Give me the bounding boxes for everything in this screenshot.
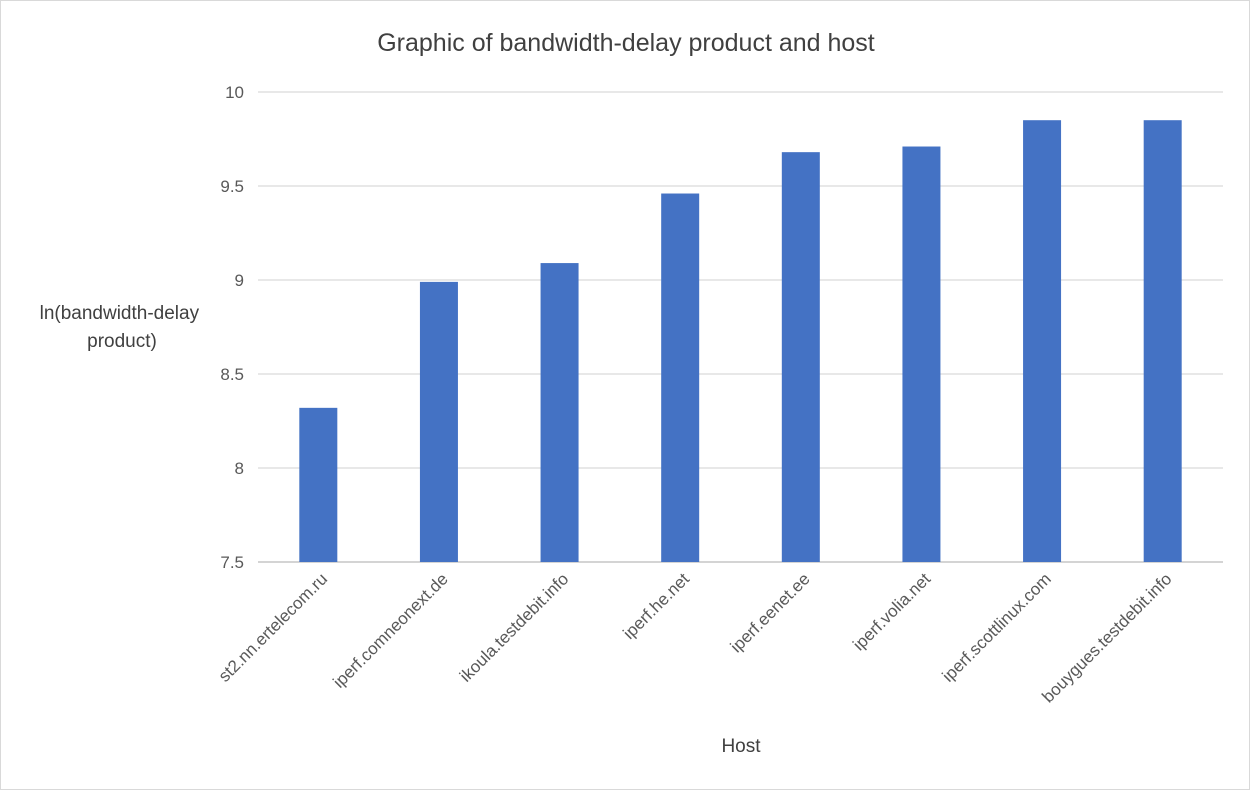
y-axis-label: ln(bandwidth-delay product): [40, 303, 205, 352]
y-tick-labels: 7.5 8 8.5 9 9.5 10: [220, 83, 244, 572]
x-tick-label: iperf.eenet.ee: [727, 569, 814, 656]
bar: [299, 407, 338, 562]
x-tick-label: iperf.comneonext.de: [329, 569, 451, 691]
x-tick-label: ikoula.testdebit.info: [456, 569, 572, 685]
y-axis-label-line-1: ln(bandwidth-delay: [40, 303, 200, 324]
bars: [299, 120, 1182, 562]
y-tick-label: 7.5: [220, 553, 244, 572]
y-axis-label-line-2: product): [87, 331, 157, 352]
y-tick-label: 8: [235, 459, 244, 478]
y-tick-label: 9.5: [220, 177, 244, 196]
y-tick-label: 9: [235, 271, 244, 290]
x-tick-label: st2.nn.ertelecom.ru: [215, 569, 331, 685]
bar: [419, 281, 458, 562]
bar: [661, 193, 700, 562]
chart-title: Graphic of bandwidth-delay product and h…: [377, 29, 875, 57]
y-tick-label: 8.5: [220, 365, 244, 384]
bar: [902, 146, 941, 562]
bar: [781, 152, 820, 562]
x-tick-label: iperf.he.net: [619, 569, 693, 643]
y-tick-label: 10: [225, 83, 244, 102]
x-axis-label: Host: [721, 736, 761, 757]
x-tick-label: bouygues.testdebit.info: [1038, 569, 1175, 706]
x-tick-label: iperf.volia.net: [849, 569, 934, 654]
bar: [1143, 120, 1182, 562]
bar: [540, 263, 579, 562]
bar: [1023, 120, 1062, 562]
gridlines: [258, 91, 1223, 563]
x-tick-label: iperf.scottlinux.com: [939, 569, 1055, 685]
